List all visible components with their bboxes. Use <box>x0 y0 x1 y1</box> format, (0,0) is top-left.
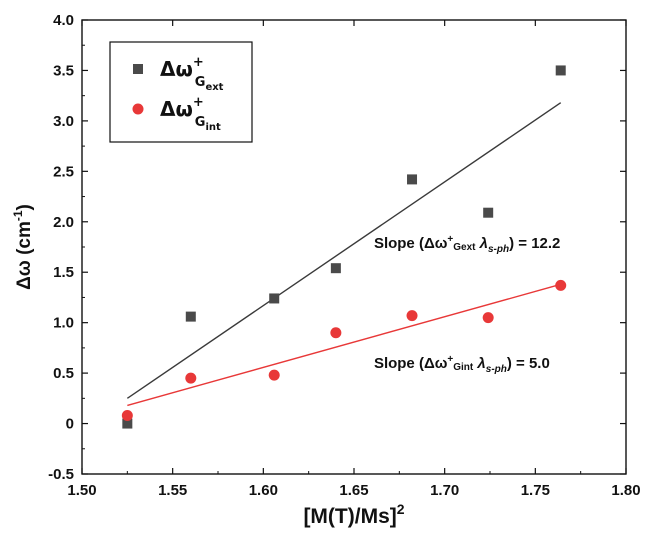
point-int <box>268 369 280 381</box>
x-tick-label: 1.50 <box>67 482 96 499</box>
point-int <box>406 310 418 322</box>
point-ext <box>185 311 196 322</box>
y-tick-label: 2.0 <box>53 214 74 231</box>
x-tick-label: 1.80 <box>611 482 640 499</box>
point-ext <box>269 293 280 304</box>
legend-marker-ext <box>133 64 143 74</box>
point-ext <box>555 65 566 76</box>
x-axis-title: [M(T)/Ms]2 <box>303 501 404 528</box>
x-tick-label: 1.60 <box>249 482 278 499</box>
y-tick-label: 3.5 <box>53 62 74 79</box>
point-ext <box>483 207 494 218</box>
point-int <box>121 409 133 421</box>
legend-label-int: Δω+ Gint <box>160 95 221 133</box>
y-tick-label: 4.0 <box>53 12 74 29</box>
x-tick-label: 1.70 <box>430 482 459 499</box>
point-ext <box>330 263 341 274</box>
axis-titles: [M(T)/Ms]2 Δω (cm-1) <box>11 204 405 528</box>
fit-line-ext <box>126 102 562 399</box>
y-axis-ticks: -0.5 0 0.5 1.0 1.5 2.0 2.5 3.0 3.5 4.0 <box>48 12 626 483</box>
y-tick-label: 0.5 <box>53 365 74 382</box>
y-axis-title: Δω (cm-1) <box>11 204 35 290</box>
y-tick-label: 0 <box>66 416 74 433</box>
y-tick-label: 1.0 <box>53 315 74 332</box>
fit-line-int <box>127 283 561 407</box>
x-tick-label: 1.65 <box>339 482 368 499</box>
point-ext <box>122 418 133 429</box>
y-tick-label: 3.0 <box>53 113 74 130</box>
point-int <box>330 327 342 339</box>
slope-annotation: Slope (Δω+Gint λs-ph) = 5.0 <box>374 354 550 375</box>
x-tick-label: 1.55 <box>158 482 187 499</box>
point-int <box>555 279 567 291</box>
x-axis-ticks: 1.50 1.55 1.60 1.65 1.70 1.75 1.80 <box>67 20 641 499</box>
fit-lines <box>126 102 562 407</box>
legend-box <box>109 41 253 143</box>
point-ext <box>407 174 418 185</box>
y-tick-label: -0.5 <box>48 466 74 483</box>
y-tick-label: 2.5 <box>53 163 74 180</box>
point-int <box>185 372 197 384</box>
x-tick-label: 1.75 <box>521 482 550 499</box>
data-points <box>121 65 567 429</box>
legend-label-ext: Δω+ Gext <box>160 55 224 93</box>
slope-annotation: Slope (Δω+Gext λs-ph) = 12.2 <box>374 234 560 255</box>
legend-marker-int <box>132 103 144 115</box>
slope-annotations: Slope (Δω+Gext λs-ph) = 12.2 Slope (Δω+Gi… <box>374 234 560 375</box>
point-int <box>482 312 494 324</box>
y-tick-label: 1.5 <box>53 264 74 281</box>
